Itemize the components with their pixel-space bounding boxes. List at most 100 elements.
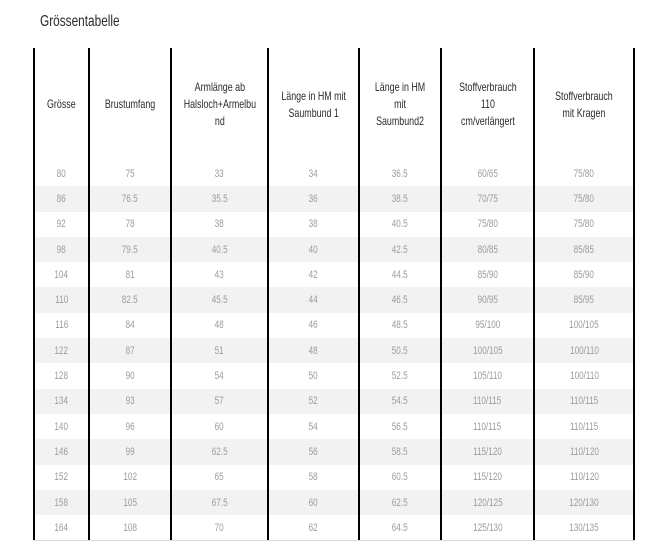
cell-value: 50 bbox=[308, 370, 319, 383]
cell: 105/110 bbox=[440, 363, 533, 389]
cell: 70/75 bbox=[440, 186, 533, 212]
cell: 108 bbox=[88, 515, 170, 541]
cell-value: 115/120 bbox=[473, 445, 502, 458]
cell: 87 bbox=[88, 338, 170, 364]
cell-value: 75 bbox=[125, 167, 135, 180]
cell-value: 56.5 bbox=[392, 420, 408, 433]
cell-value: 44 bbox=[308, 294, 319, 307]
cell-value: 81 bbox=[125, 268, 135, 281]
cell-value: 100/110 bbox=[569, 370, 599, 383]
cell-value: 100/105 bbox=[569, 319, 599, 332]
cell-value: 62.5 bbox=[211, 445, 228, 458]
cell: 75/80 bbox=[533, 211, 635, 237]
cell-value: 62.5 bbox=[392, 496, 408, 509]
cell: 125/130 bbox=[440, 515, 533, 541]
size-table: Grösse Brustumfang Armlänge ab Halsloch+… bbox=[33, 48, 635, 542]
cell: 51 bbox=[170, 338, 267, 364]
cell: 48.5 bbox=[358, 312, 440, 339]
cell: 79.5 bbox=[88, 236, 170, 263]
column-header-brustumfang: Brustumfang bbox=[88, 48, 170, 161]
cell-value: 96 bbox=[125, 420, 135, 433]
cell-value: 104 bbox=[54, 268, 69, 281]
cell: 60 bbox=[170, 413, 267, 440]
cell: 76.5 bbox=[88, 186, 170, 212]
cell-value: 65 bbox=[214, 471, 225, 484]
cell-value: 60 bbox=[308, 496, 319, 509]
cell: 48 bbox=[267, 338, 358, 364]
column-header-label: Länge in HM mit Saumbund 1 bbox=[281, 88, 346, 120]
cell-value: 86 bbox=[56, 192, 67, 205]
cell: 152 bbox=[33, 464, 88, 490]
cell: 90/95 bbox=[440, 287, 533, 313]
cell-value: 51 bbox=[214, 344, 225, 357]
cell-value: 76.5 bbox=[122, 192, 138, 205]
cell-value: 78 bbox=[125, 218, 135, 231]
cell: 134 bbox=[33, 388, 88, 414]
cell: 46.5 bbox=[358, 287, 440, 313]
cell-value: 45.5 bbox=[211, 294, 228, 307]
cell: 48 bbox=[170, 312, 267, 339]
cell-value: 80/85 bbox=[477, 243, 498, 256]
column-header-groesse: Grösse bbox=[33, 48, 88, 161]
cell-value: 110/115 bbox=[473, 420, 502, 433]
cell-value: 50.5 bbox=[392, 344, 408, 357]
cell: 122 bbox=[33, 338, 88, 364]
cell: 93 bbox=[88, 388, 170, 414]
cell-value: 40.5 bbox=[211, 243, 228, 256]
cell: 102 bbox=[88, 464, 170, 490]
cell: 60 bbox=[267, 489, 358, 516]
cell-value: 152 bbox=[54, 471, 69, 484]
cell-value: 60/65 bbox=[477, 167, 498, 180]
cell-value: 38 bbox=[214, 218, 225, 231]
cell-value: 110/115 bbox=[569, 420, 599, 433]
cell: 92 bbox=[33, 211, 88, 237]
cell-value: 56 bbox=[308, 445, 319, 458]
cell-value: 79.5 bbox=[122, 243, 138, 256]
cell: 40.5 bbox=[358, 211, 440, 237]
column-header-stoffverbrauch-kragen: Stoffverbrauch mit Kragen bbox=[533, 48, 635, 161]
cell: 54 bbox=[267, 413, 358, 440]
cell-value: 105/110 bbox=[473, 370, 502, 383]
column-header-laenge-saumbund1: Länge in HM mit Saumbund 1 bbox=[267, 48, 358, 161]
cell: 99 bbox=[88, 439, 170, 465]
cell: 100/110 bbox=[533, 363, 635, 389]
cell: 75/80 bbox=[533, 186, 635, 212]
cell-value: 80 bbox=[56, 167, 67, 180]
table-row: 164 108 70 62 64.5 125/130 130/135 bbox=[33, 515, 635, 541]
cell-value: 48.5 bbox=[392, 319, 408, 332]
cell: 52.5 bbox=[358, 363, 440, 389]
page-title-text: Grössentabelle bbox=[40, 13, 120, 30]
cell-value: 110 bbox=[54, 294, 68, 307]
table-body: 80 75 33 34 36.5 60/65 75/80 86 76.5 35.5 36 38.5 70… bbox=[33, 161, 635, 541]
cell-value: 102 bbox=[123, 471, 137, 484]
cell-value: 98 bbox=[56, 243, 67, 256]
column-header-label: Grösse bbox=[47, 97, 76, 111]
cell-value: 64.5 bbox=[392, 521, 408, 534]
cell: 100/105 bbox=[533, 312, 635, 339]
cell-value: 46.5 bbox=[392, 294, 408, 307]
cell: 110/115 bbox=[533, 413, 635, 440]
cell-value: 36 bbox=[308, 192, 319, 205]
cell: 110/115 bbox=[533, 388, 635, 414]
cell-value: 58 bbox=[308, 471, 319, 484]
cell-value: 48 bbox=[308, 344, 319, 357]
column-header-label: Brustumfang bbox=[104, 97, 156, 111]
cell: 110/115 bbox=[440, 413, 533, 440]
cell-value: 70 bbox=[214, 521, 225, 534]
cell: 56.5 bbox=[358, 413, 440, 440]
column-header-label: Länge in HM mit Saumbund2 bbox=[374, 80, 426, 128]
cell-value: 110/115 bbox=[569, 395, 599, 408]
cell: 46 bbox=[267, 312, 358, 339]
cell: 120/125 bbox=[440, 489, 533, 516]
cell-value: 164 bbox=[54, 521, 69, 534]
cell-value: 40.5 bbox=[392, 218, 408, 231]
cell: 80 bbox=[33, 161, 88, 187]
cell-value: 36.5 bbox=[392, 167, 408, 180]
cell: 110 bbox=[33, 287, 88, 313]
cell-value: 35.5 bbox=[211, 192, 228, 205]
cell-value: 60 bbox=[214, 420, 225, 433]
table-row: 128 90 54 50 52.5 105/110 100/110 bbox=[33, 363, 635, 389]
cell: 85/95 bbox=[533, 287, 635, 313]
cell: 128 bbox=[33, 363, 88, 389]
